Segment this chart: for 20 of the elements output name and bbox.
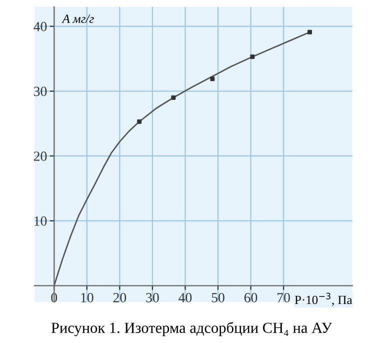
- point: [308, 30, 312, 34]
- y-tick-label: 40: [34, 22, 47, 32]
- point: [171, 95, 176, 100]
- x-tick-label: 40: [178, 292, 192, 302]
- x-tick-label: 50: [212, 292, 224, 302]
- x-tick-label: 20: [113, 292, 126, 302]
- y-tick-label: 20: [34, 152, 47, 161]
- x-tick-label: 70: [278, 292, 290, 302]
- x-tick-label: 60: [244, 292, 258, 302]
- x-tick-label: 30: [146, 292, 159, 302]
- point: [210, 76, 215, 82]
- point: [137, 119, 142, 124]
- y-axis-title: A мг/г: [62, 14, 94, 23]
- x-tick-label: 10: [81, 292, 94, 302]
- point: [250, 54, 255, 60]
- y-tick-label: 10: [34, 216, 47, 226]
- text: Рисунок 1. Изотерма адсорбции CH₄ на АУ: [51, 322, 332, 336]
- x-axis-title: P·10$^{−3}$, Па: [294, 292, 352, 306]
- y-tick-label: 30: [34, 86, 47, 96]
- line-series: [53, 31, 310, 286]
